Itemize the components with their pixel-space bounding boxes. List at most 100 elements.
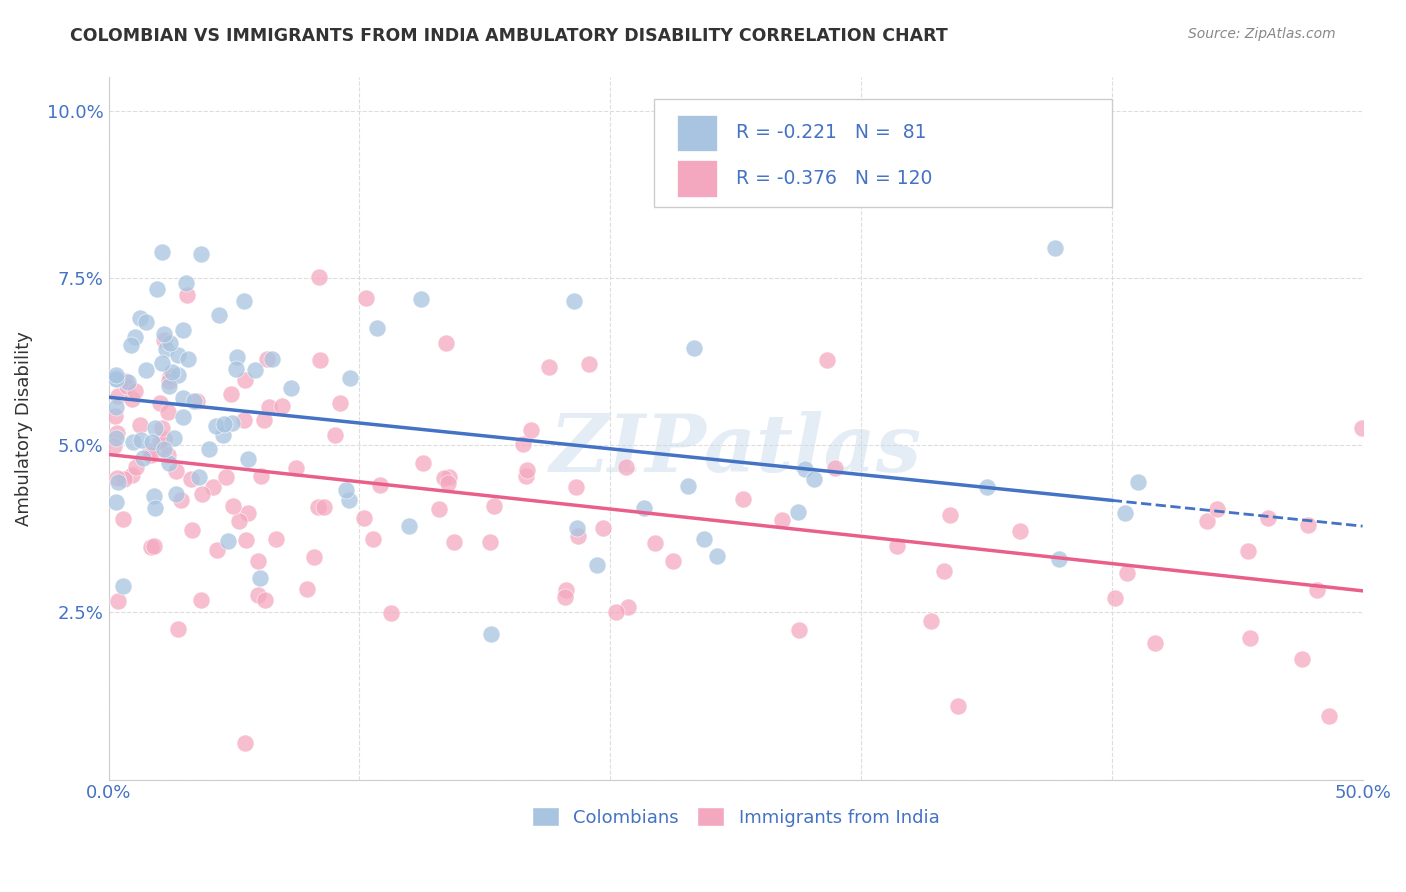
Point: [105, 470, 128, 484]
Point: [160, 365, 183, 379]
Point: [787, 505, 810, 519]
Point: [280, 381, 302, 395]
Point: [190, 247, 212, 261]
Point: [693, 532, 716, 546]
Point: [633, 501, 655, 516]
Point: [245, 363, 267, 377]
Point: [308, 269, 330, 284]
Point: [157, 405, 180, 419]
Point: [186, 393, 208, 408]
Point: [1128, 475, 1150, 489]
Point: [202, 480, 225, 494]
Point: [554, 590, 576, 604]
Point: [115, 378, 138, 392]
Point: [180, 523, 202, 537]
Point: [1351, 421, 1374, 435]
Point: [124, 384, 146, 398]
Point: [157, 374, 180, 388]
Point: [105, 494, 128, 508]
Point: [366, 321, 388, 335]
Point: [260, 352, 283, 367]
Point: [443, 535, 465, 549]
Point: [1239, 631, 1261, 645]
Point: [121, 338, 143, 352]
Point: [662, 554, 685, 568]
Point: [233, 412, 256, 426]
Point: [1047, 552, 1070, 566]
Point: [515, 468, 537, 483]
Point: [162, 431, 184, 445]
Point: [354, 291, 377, 305]
Point: [437, 470, 460, 484]
Point: [139, 448, 162, 462]
Point: [155, 342, 177, 356]
Point: [153, 432, 176, 446]
Point: [225, 361, 247, 376]
Point: [803, 472, 825, 486]
Point: [135, 363, 157, 377]
Point: [233, 373, 256, 387]
Point: [920, 614, 942, 628]
Point: [105, 371, 128, 385]
Point: [212, 417, 235, 431]
Point: [793, 462, 815, 476]
Point: [105, 425, 128, 440]
Point: [128, 311, 150, 326]
Point: [644, 535, 666, 549]
Point: [427, 501, 450, 516]
Point: [105, 368, 128, 382]
Text: ZIPatlas: ZIPatlas: [550, 411, 921, 488]
Point: [153, 333, 176, 347]
Point: [482, 499, 505, 513]
Point: [165, 464, 187, 478]
Point: [211, 427, 233, 442]
Point: [142, 539, 165, 553]
Point: [886, 539, 908, 553]
Legend: Colombians, Immigrants from India: Colombians, Immigrants from India: [524, 800, 946, 834]
Point: [167, 368, 190, 382]
FancyBboxPatch shape: [654, 98, 1112, 207]
Point: [107, 389, 129, 403]
Point: [976, 480, 998, 494]
Point: [129, 434, 152, 448]
Point: [228, 515, 250, 529]
Point: [219, 386, 242, 401]
Point: [131, 450, 153, 465]
Point: [512, 437, 534, 451]
Point: [353, 511, 375, 525]
Point: [172, 323, 194, 337]
Point: [121, 435, 143, 450]
Point: [562, 293, 585, 308]
Point: [150, 244, 173, 259]
Point: [946, 698, 969, 713]
Point: [114, 374, 136, 388]
Point: [159, 335, 181, 350]
Point: [479, 627, 502, 641]
Point: [121, 392, 143, 407]
Point: [235, 533, 257, 548]
Point: [312, 500, 335, 514]
Point: [148, 396, 170, 410]
Point: [592, 521, 614, 535]
Point: [249, 468, 271, 483]
Point: [150, 421, 173, 435]
FancyBboxPatch shape: [676, 115, 717, 151]
Point: [105, 401, 128, 415]
Point: [1143, 636, 1166, 650]
Point: [167, 622, 190, 636]
Point: [191, 487, 214, 501]
Point: [1306, 583, 1329, 598]
Point: [1115, 566, 1137, 581]
Text: Source: ZipAtlas.com: Source: ZipAtlas.com: [1188, 27, 1336, 41]
Point: [157, 456, 180, 470]
Point: [124, 459, 146, 474]
Point: [731, 491, 754, 506]
Point: [339, 371, 361, 385]
Point: [567, 521, 589, 535]
Point: [246, 589, 269, 603]
Point: [221, 416, 243, 430]
Point: [1257, 511, 1279, 525]
Point: [1114, 506, 1136, 520]
Point: [149, 434, 172, 448]
Point: [172, 391, 194, 405]
